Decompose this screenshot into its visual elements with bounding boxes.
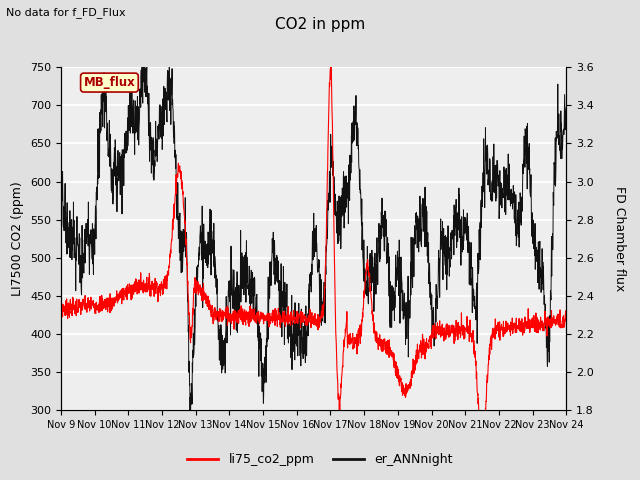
Y-axis label: FD Chamber flux: FD Chamber flux <box>614 186 627 291</box>
Text: MB_flux: MB_flux <box>84 76 135 89</box>
Y-axis label: LI7500 CO2 (ppm): LI7500 CO2 (ppm) <box>12 181 24 296</box>
Text: No data for f_FD_Flux: No data for f_FD_Flux <box>6 7 126 18</box>
Legend: li75_co2_ppm, er_ANNnight: li75_co2_ppm, er_ANNnight <box>182 448 458 471</box>
Text: CO2 in ppm: CO2 in ppm <box>275 17 365 32</box>
